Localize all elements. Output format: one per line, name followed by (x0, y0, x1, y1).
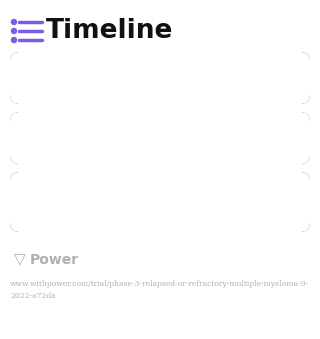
Text: ▽: ▽ (14, 253, 26, 267)
FancyBboxPatch shape (10, 52, 310, 104)
Text: Power: Power (30, 253, 79, 267)
Text: www.withpower.com/trial/phase-3-relapsed-or-refractory-multiple-myeloma-9-: www.withpower.com/trial/phase-3-relapsed… (10, 280, 309, 288)
Circle shape (12, 28, 17, 34)
Circle shape (12, 38, 17, 42)
FancyBboxPatch shape (10, 112, 310, 164)
Text: Treatment ~: Treatment ~ (28, 131, 120, 145)
Text: up to 6 years 6 months: up to 6 years 6 months (127, 195, 298, 210)
Text: 3 weeks: 3 weeks (238, 71, 298, 85)
Text: Varies: Varies (253, 131, 298, 145)
Text: Timeline: Timeline (46, 18, 173, 44)
Text: 2022-a72da: 2022-a72da (10, 292, 56, 300)
Text: Screening ~: Screening ~ (28, 71, 118, 85)
Circle shape (12, 20, 17, 24)
Text: Follow ups ~: Follow ups ~ (28, 195, 122, 210)
FancyBboxPatch shape (10, 52, 310, 104)
FancyBboxPatch shape (10, 172, 310, 232)
FancyBboxPatch shape (10, 172, 310, 232)
FancyBboxPatch shape (10, 112, 310, 164)
